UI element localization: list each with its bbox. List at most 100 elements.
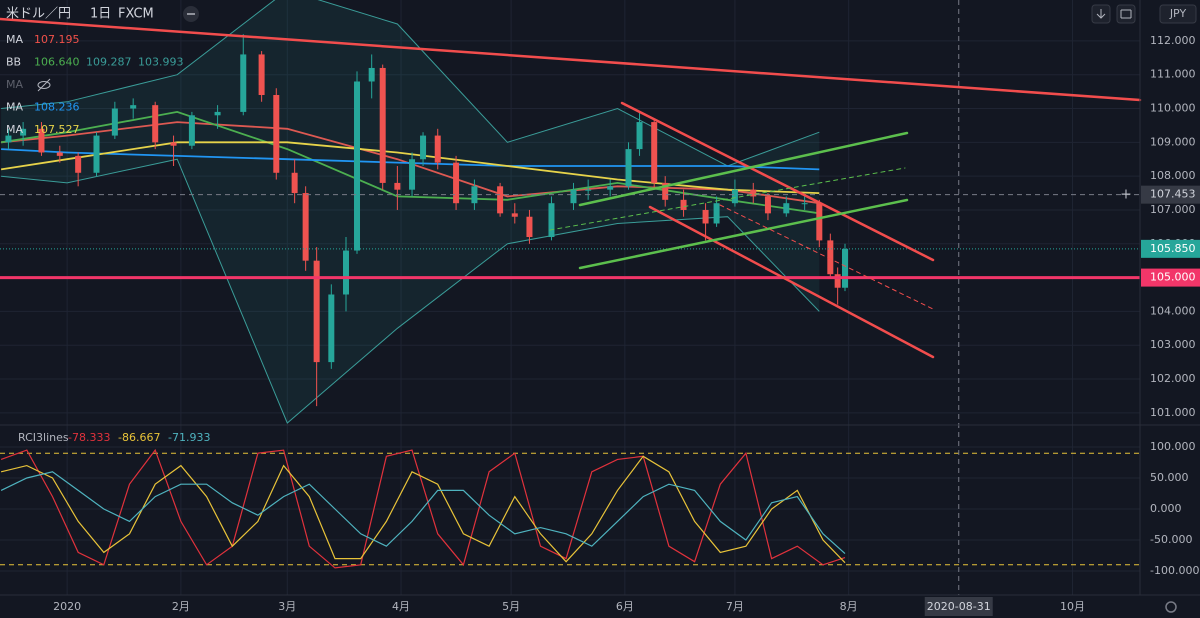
x-tick-label: 10月	[1060, 600, 1085, 613]
y-tick-label: 111.000	[1150, 68, 1196, 81]
channel-lower	[648, 205, 935, 359]
legend-name: MA	[6, 78, 23, 91]
currency-button[interactable]	[1159, 4, 1197, 24]
candle-body	[585, 189, 592, 191]
reset-button[interactable]	[1116, 4, 1136, 24]
x-tick-label: 2020	[53, 600, 81, 613]
legend-reading: 106.640	[34, 56, 80, 69]
x-tick-label: 4月	[392, 600, 410, 613]
legend-name: MA	[6, 101, 23, 114]
legend-reading: 107.527	[34, 123, 80, 136]
source: FXCM	[118, 7, 154, 22]
candle-body	[379, 67, 386, 183]
candle-body	[111, 108, 118, 136]
y-tick-label: 110.000	[1150, 102, 1196, 115]
candle-body	[713, 203, 720, 224]
crosshair-x-label: 2020-08-31	[927, 600, 991, 613]
green-mid	[549, 167, 906, 231]
candle-body	[409, 159, 416, 190]
crosshair-y-bg	[1141, 185, 1200, 204]
candle-body	[38, 128, 45, 153]
candle-body	[842, 248, 849, 288]
channel-upper	[620, 101, 935, 262]
price-label-bg	[1141, 268, 1200, 287]
x-tick-label: 2月	[172, 600, 190, 613]
candle-body	[662, 182, 669, 200]
candle-body	[56, 152, 63, 156]
candle-body	[731, 189, 738, 204]
candle-body	[680, 199, 687, 210]
legend-reading: 108.236	[34, 101, 80, 114]
candle-body	[152, 105, 159, 143]
y-tick-label: 100.000	[1150, 440, 1196, 453]
x-tick-label: 8月	[840, 600, 858, 613]
crosshair-x-bg	[924, 597, 993, 616]
candle-body	[75, 155, 82, 173]
candle-body	[130, 105, 137, 109]
candle-body	[240, 54, 247, 112]
candle-body	[636, 122, 643, 150]
plus-icon: +	[1120, 187, 1132, 203]
rci-reading: -86.667	[118, 431, 160, 444]
indicator-line	[1, 0, 820, 167]
candle-body	[354, 81, 361, 251]
candle-body	[291, 172, 298, 194]
legend-reading: 109.287	[86, 56, 132, 69]
candle-body	[471, 186, 478, 204]
indicator-line	[0, 141, 820, 194]
legend-name: MA	[6, 123, 23, 136]
price-label-bg	[1141, 239, 1200, 258]
candle-body	[170, 142, 177, 146]
rci-line	[0, 448, 846, 569]
y-tick-label: -100.000	[1150, 564, 1199, 577]
candle-body	[394, 182, 401, 190]
x-tick-label: 6月	[616, 600, 634, 613]
x-tick-label: 3月	[278, 600, 296, 613]
candle-body	[302, 193, 309, 261]
candle-body	[368, 67, 375, 82]
legend-name: MA	[6, 33, 23, 46]
y-tick-label: 112.000	[1150, 34, 1196, 47]
candle-body	[497, 186, 504, 214]
candle-body	[783, 203, 790, 214]
candle-body	[526, 216, 533, 238]
candle-body	[434, 135, 441, 163]
candle-body	[702, 209, 709, 224]
y-tick-label: -50.000	[1150, 533, 1192, 546]
reset-icon	[1120, 9, 1132, 19]
grid	[0, 0, 1140, 595]
x-tick-label: 5月	[502, 600, 520, 613]
plot	[0, 0, 1140, 595]
y-tick-label: 107.000	[1150, 203, 1196, 216]
candle-body	[453, 162, 460, 204]
rci-title: RCI3lines	[18, 431, 69, 444]
y-tick-label: 101.000	[1150, 406, 1196, 419]
candle-body	[801, 203, 808, 205]
red-mid	[719, 204, 936, 311]
rci-reading: -71.933	[168, 431, 210, 444]
settings-icon[interactable]	[1165, 601, 1177, 613]
price-label: 105.000	[1150, 271, 1196, 284]
green-upper	[578, 131, 909, 207]
candle-body	[570, 189, 577, 204]
axes: 2020 2月 3月 4月 5月 6月 7月 8月 10月 101.000 102.000 103.0…	[6, 33, 1200, 616]
legend-reading: 107.195	[34, 33, 80, 46]
candle-body	[5, 135, 12, 143]
y-tick-label: 109.000	[1150, 135, 1196, 148]
candle-body	[548, 203, 555, 238]
hidden-icon	[37, 78, 51, 92]
hidden-icon	[37, 81, 51, 89]
drawings	[0, 17, 1142, 359]
candle-body	[342, 250, 349, 295]
scroll-icon	[1096, 9, 1106, 19]
interval: 1日	[90, 7, 111, 22]
bollinger-fill	[1, 0, 820, 423]
candle-body	[607, 186, 614, 190]
indicator-line	[1, 121, 820, 205]
candle-body	[651, 122, 658, 183]
candle-body	[20, 128, 27, 136]
symbol: 米ドル／円	[6, 7, 71, 22]
y-tick-label: 104.000	[1150, 304, 1196, 317]
